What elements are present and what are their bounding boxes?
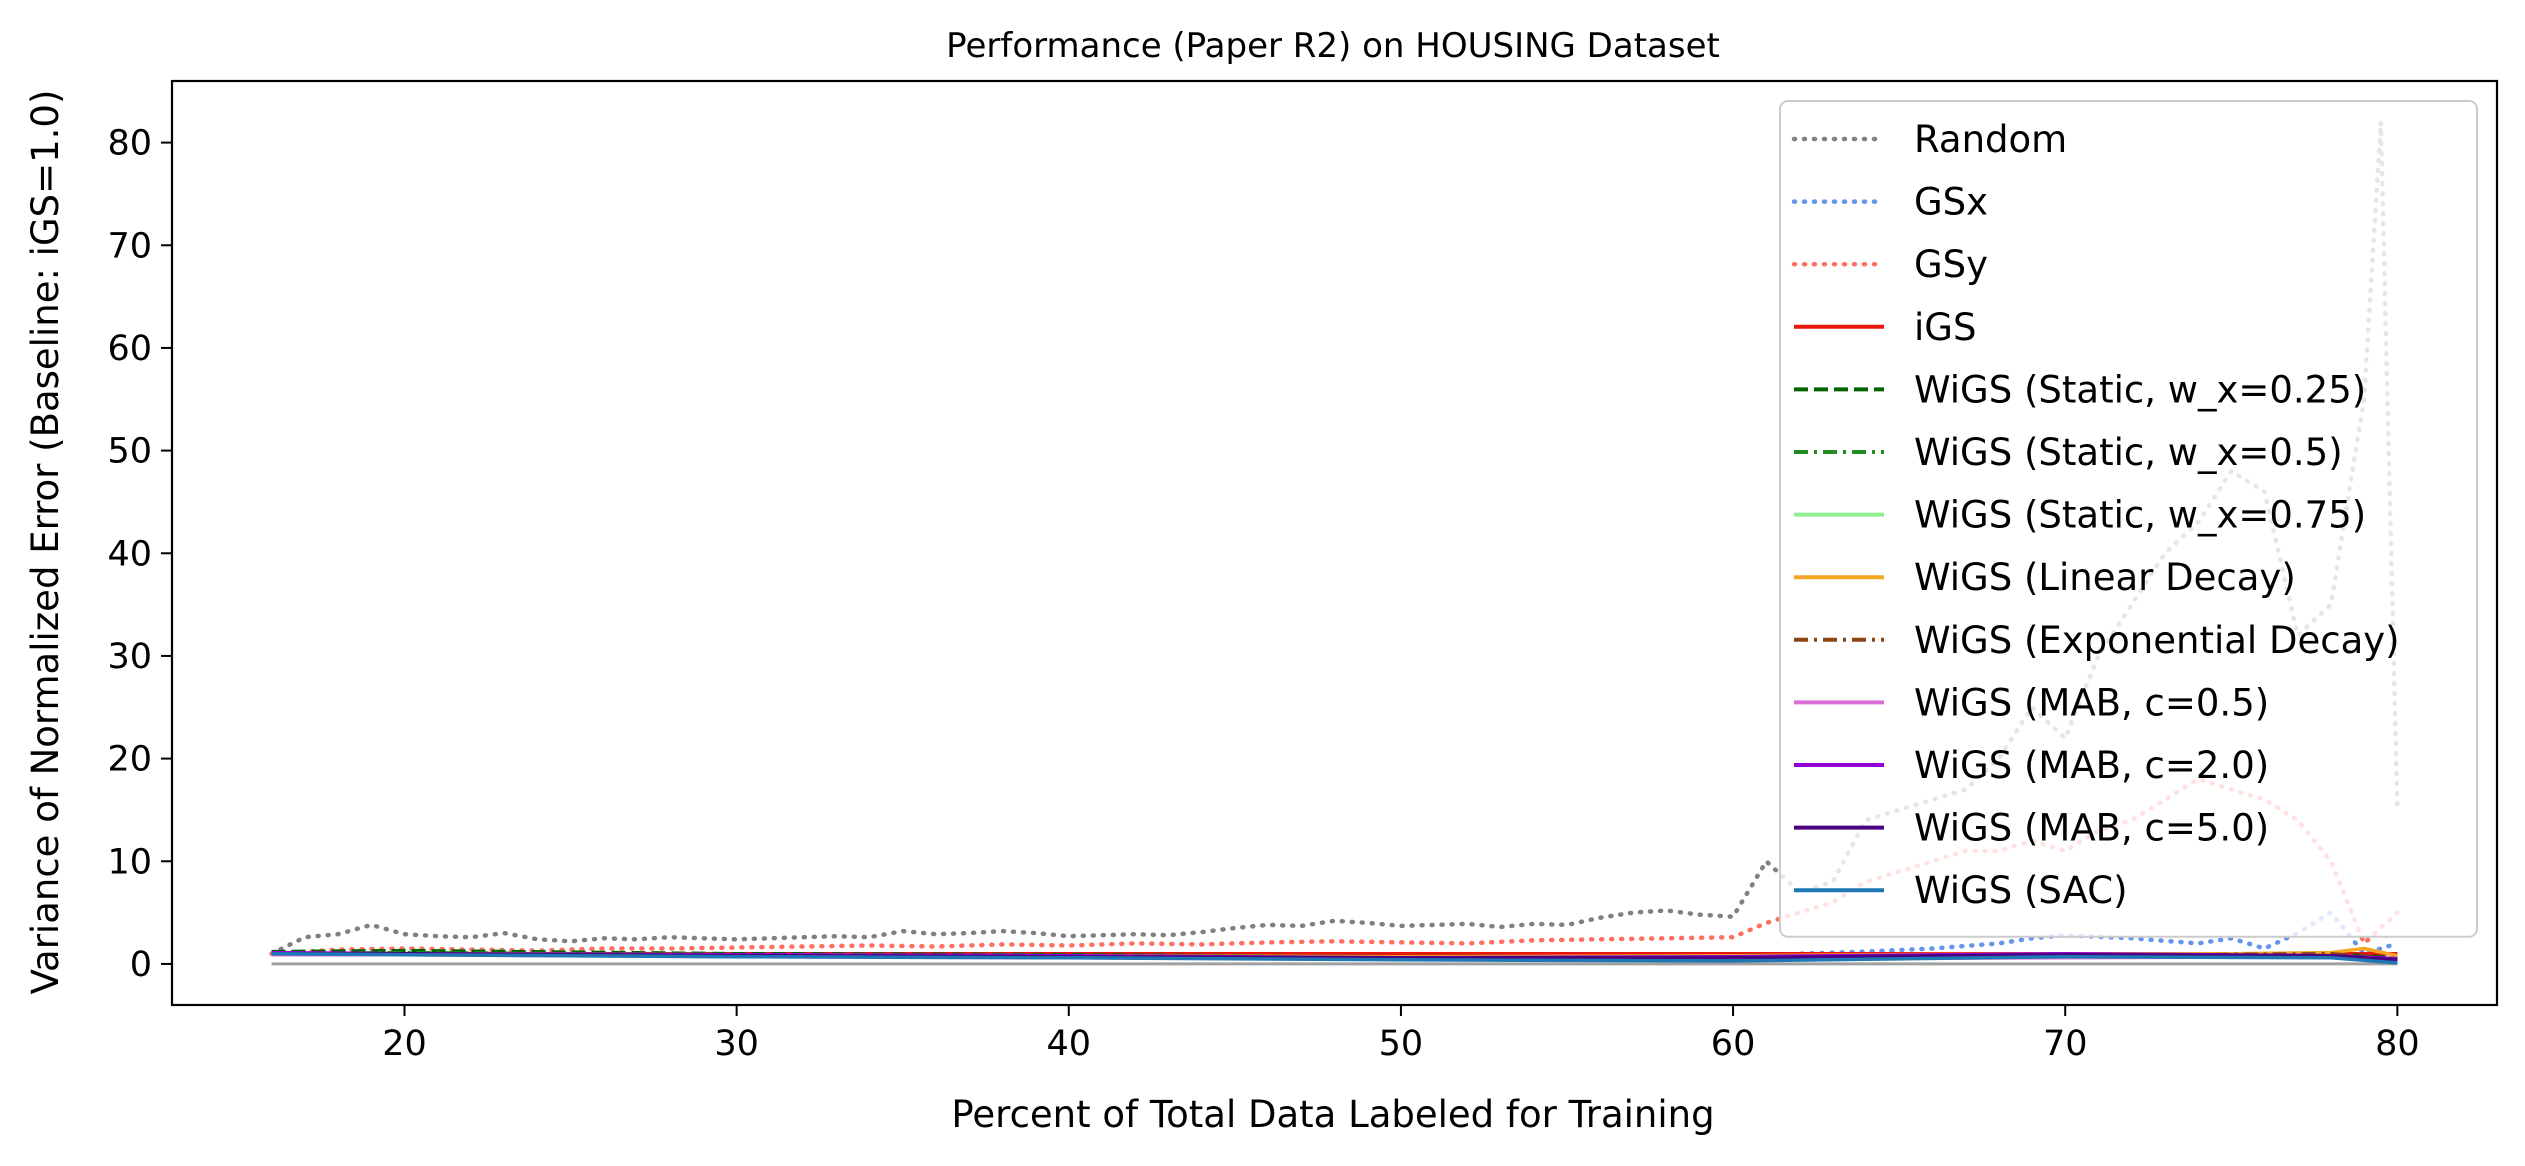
legend-label-12: WiGS (SAC)	[1914, 869, 2128, 912]
legend-label-9: WiGS (MAB, c=0.5)	[1914, 681, 2269, 724]
legend-label-11: WiGS (MAB, c=5.0)	[1914, 807, 2269, 850]
y-tick-label: 20	[107, 740, 152, 780]
legend-label-5: WiGS (Static, w_x=0.5)	[1914, 431, 2343, 474]
x-tick-label: 50	[1379, 1024, 1424, 1064]
y-tick-label: 70	[107, 226, 152, 266]
series-lines	[269, 119, 2400, 966]
plot-area	[170, 79, 2499, 1007]
x-tick-label: 70	[2043, 1024, 2088, 1064]
series-line-12	[271, 951, 2398, 965]
legend-label-3: iGS	[1914, 306, 1976, 349]
legend-label-4: WiGS (Static, w_x=0.25)	[1914, 368, 2366, 411]
legend-label-2: GSy	[1914, 243, 1988, 286]
chart-title: Performance (Paper R2) on HOUSING Datase…	[946, 26, 1720, 66]
y-axis: 0 10 20 30 40 50 60 70 80	[107, 124, 172, 985]
x-tick-label: 20	[382, 1024, 427, 1064]
y-axis-label: Variance of Normalized Error (Baseline: …	[24, 90, 67, 995]
x-tick-label: 30	[714, 1024, 759, 1064]
x-tick-label: 80	[2375, 1024, 2420, 1064]
y-tick-label: 0	[130, 945, 152, 985]
y-tick-label: 60	[107, 329, 152, 369]
y-tick-label: 80	[107, 124, 152, 164]
plot-frame	[170, 79, 2499, 1007]
x-tick-label: 60	[1711, 1024, 1756, 1064]
y-tick-label: 40	[107, 534, 152, 574]
legend-label-0: Random	[1914, 118, 2067, 161]
x-axis: 20 30 40 50 60 70 80	[382, 1005, 2420, 1064]
legend-label-10: WiGS (MAB, c=2.0)	[1914, 744, 2269, 787]
y-tick-label: 50	[107, 432, 152, 472]
y-tick-label: 30	[107, 637, 152, 677]
legend-label-8: WiGS (Exponential Decay)	[1914, 619, 2400, 662]
legend-label-1: GSx	[1914, 181, 1988, 224]
legend-label-7: WiGS (Linear Decay)	[1914, 556, 2296, 599]
legend-box	[1779, 100, 2478, 938]
x-axis-label: Percent of Total Data Labeled for Traini…	[951, 1093, 1714, 1136]
legend-label-6: WiGS (Static, w_x=0.75)	[1914, 494, 2366, 537]
x-tick-label: 40	[1047, 1024, 1092, 1064]
legend: Random GSx GSy iGS WiGS (Static, w_x=0.25) Wi…	[1779, 100, 2478, 938]
y-tick-label: 10	[107, 842, 152, 882]
